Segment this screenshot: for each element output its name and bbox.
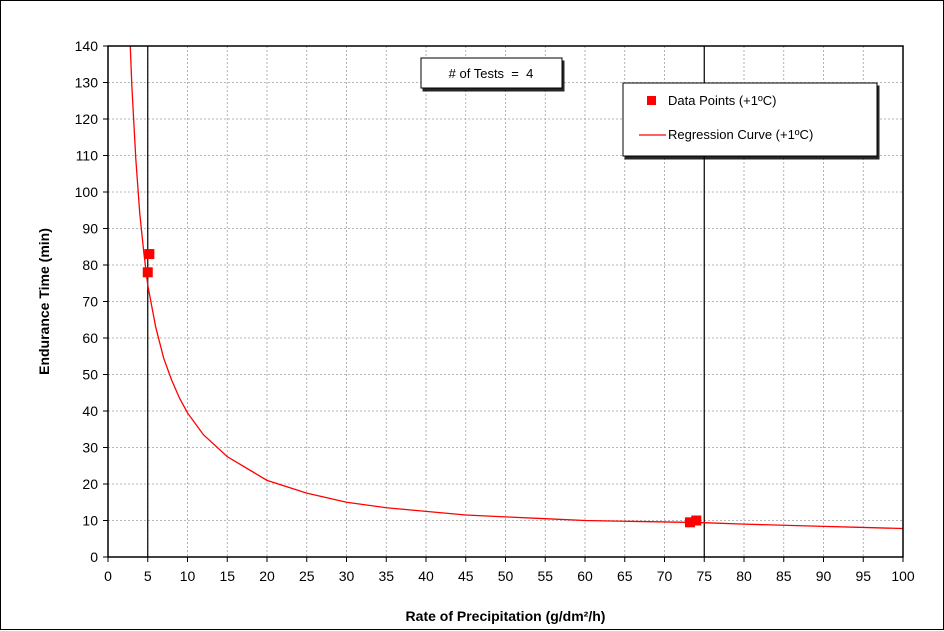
points-layer [142,249,702,528]
x-tick-label: 45 [458,568,474,584]
data-point [144,249,155,260]
regression-curve [129,45,904,530]
x-tick-label: 15 [219,568,235,584]
x-tick-label: 100 [891,568,915,584]
legend-entry-data-points: Data Points (+1ºC) [668,93,776,108]
x-tick-label: 40 [418,568,434,584]
tests-count-box: # of Tests = 4 [420,57,563,89]
y-tick-label: 90 [82,221,98,237]
y-tick-label: 10 [82,513,98,529]
x-tick-label: 35 [378,568,394,584]
x-tick-label: 90 [816,568,832,584]
y-tick-label: 100 [75,184,99,200]
x-tick-label: 30 [339,568,355,584]
x-tick-label: 5 [144,568,152,584]
y-tick-label: 30 [82,440,98,456]
data-point [684,517,695,528]
data-point [691,515,702,526]
y-tick-label: 130 [75,75,99,91]
x-tick-label: 10 [180,568,196,584]
y-tick-label: 80 [82,257,98,273]
x-tick-label: 20 [259,568,275,584]
tests-count-label: # of Tests = 4 [449,66,534,81]
y-tick-label: 110 [76,148,99,164]
y-tick-label: 50 [82,367,98,383]
x-tick-label: 60 [577,568,593,584]
x-tick-label: 95 [855,568,871,584]
x-tick-label: 80 [736,568,752,584]
y-tick-label: 20 [82,476,98,492]
y-tick-label: 60 [82,330,98,346]
x-tick-label: 50 [498,568,514,584]
x-tick-label: 55 [537,568,553,584]
y-axis-title: Endurance Time (min) [36,228,52,375]
y-tick-labels: 0 10 20 30 40 50 60 70 80 90 100 110 120 130 140 [75,38,108,565]
y-tick-label: 140 [75,38,99,54]
x-axis-title: Rate of Precipitation (g/dm²/h) [406,608,606,624]
legend-marker-square [647,96,656,105]
x-tick-label: 25 [299,568,315,584]
x-tick-labels: 0 5 10 15 20 25 30 35 40 45 50 55 60 65 70 75 80 85 90 95 10… [104,557,915,584]
y-tick-label: 0 [90,549,98,565]
x-tick-label: 75 [696,568,712,584]
y-tick-label: 120 [75,111,99,127]
x-tick-label: 65 [617,568,633,584]
x-tick-label: 70 [657,568,673,584]
x-tick-label: 0 [104,568,112,584]
y-tick-label: 40 [82,403,98,419]
y-tick-label: 70 [82,294,98,310]
legend: Data Points (+1ºC) Regression Curve (+1º… [622,82,878,157]
x-tick-label: 85 [776,568,792,584]
curve-layer [129,45,904,530]
legend-entry-regression-curve: Regression Curve (+1ºC) [668,127,813,142]
data-point [142,267,153,278]
